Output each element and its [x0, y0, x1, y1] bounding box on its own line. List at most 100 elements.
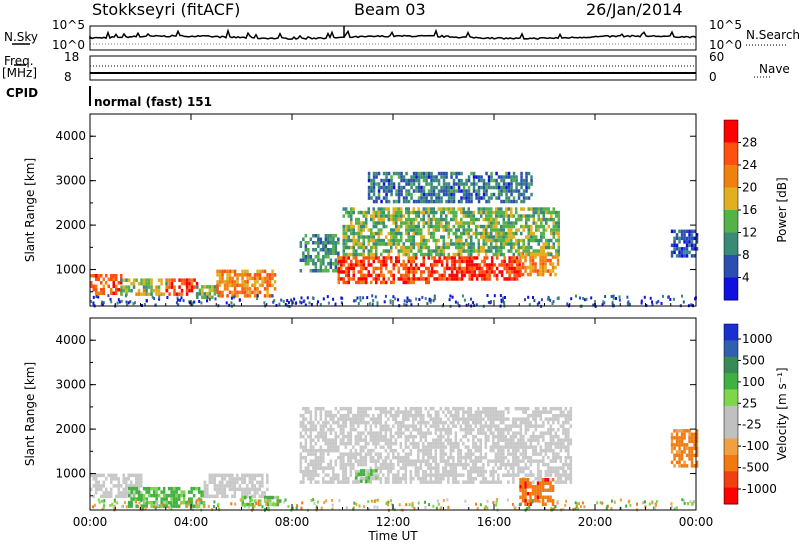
power-speckle	[117, 298, 120, 302]
power-cell	[515, 189, 518, 193]
velocity-cell	[258, 473, 262, 478]
power-cell	[352, 263, 355, 267]
velocity-cell	[374, 406, 378, 411]
velocity-cell	[379, 413, 383, 418]
power-cell	[347, 235, 350, 239]
power-cell	[304, 255, 308, 259]
velocity-cell	[140, 473, 143, 478]
power-speckle	[465, 303, 468, 307]
power-cell	[170, 278, 174, 282]
velocity-cell	[238, 477, 242, 481]
power-cell	[508, 266, 511, 271]
velocity-cell	[541, 485, 545, 489]
velocity-cell	[125, 494, 128, 499]
velocity-cell	[251, 480, 254, 485]
power-cell	[410, 235, 413, 239]
power-cell	[532, 207, 535, 211]
velocity-cell	[200, 490, 203, 494]
velocity-cell	[497, 427, 500, 432]
power-cell	[385, 192, 388, 197]
velocity-cell	[241, 491, 244, 495]
velocity-cell	[397, 476, 400, 481]
velocity-cell	[557, 441, 560, 446]
velocity-cell	[492, 480, 495, 484]
velocity-cell	[337, 445, 340, 449]
velocity-cell	[404, 452, 408, 456]
power-cell	[475, 273, 479, 278]
velocity-cell	[175, 490, 178, 494]
power-cell	[465, 249, 468, 253]
power-cell	[485, 224, 488, 229]
power-cell	[520, 207, 523, 211]
power-cell	[324, 234, 328, 238]
power-cell	[380, 210, 383, 215]
velocity-cell	[127, 493, 131, 498]
power-cell	[530, 175, 533, 179]
power-cell	[490, 245, 493, 250]
power-cell	[420, 263, 423, 267]
power-cell	[337, 259, 340, 264]
velocity-cell	[407, 455, 410, 460]
power-cell	[221, 273, 224, 277]
velocity-cell	[327, 420, 330, 425]
power-cell	[452, 171, 456, 176]
power-cell	[457, 235, 460, 239]
power-cell	[345, 235, 348, 239]
power-cell	[422, 256, 425, 260]
power-cell	[218, 294, 222, 298]
power-speckle	[300, 301, 303, 305]
velocity-speckle	[200, 498, 203, 502]
power-cell	[497, 252, 500, 257]
velocity-cell	[384, 410, 388, 414]
power-cell	[329, 248, 333, 252]
power-cell	[450, 185, 453, 190]
velocity-cell	[437, 462, 440, 467]
velocity-cell	[551, 502, 555, 506]
power-cell	[485, 238, 488, 243]
power-cell	[352, 235, 355, 239]
power-cell	[497, 231, 500, 236]
power-cell	[110, 277, 113, 281]
velocity-cell	[567, 427, 570, 432]
power-cell	[370, 245, 373, 250]
velocity-cell	[454, 424, 458, 428]
power-cell	[347, 210, 350, 215]
power-speckle	[191, 301, 194, 305]
velocity-y-tick-label: 1000	[55, 467, 86, 481]
power-cell	[465, 192, 468, 197]
power-cell	[345, 273, 348, 278]
power-cell	[445, 217, 448, 222]
power-cell	[495, 196, 498, 200]
velocity-cell	[404, 406, 408, 411]
power-cell	[246, 283, 249, 288]
power-cell	[102, 291, 105, 295]
velocity-cell	[213, 487, 217, 492]
power-cell	[248, 273, 252, 277]
power-cell	[508, 256, 511, 260]
power-cell	[507, 221, 510, 225]
power-cell	[422, 189, 426, 193]
power-cell	[362, 221, 365, 225]
power-cell	[527, 249, 530, 253]
velocity-speckle	[113, 504, 116, 508]
power-speckle	[299, 300, 301, 304]
velocity-cell	[542, 420, 545, 425]
power-cell	[485, 207, 488, 211]
power-cell	[540, 245, 543, 250]
velocity-cell	[484, 424, 488, 428]
power-cell	[475, 224, 478, 229]
power-cell	[299, 258, 303, 262]
power-cell	[688, 236, 691, 241]
velocity-speckle	[292, 506, 294, 510]
power-colorbar-tick-label: 4	[742, 271, 750, 285]
velocity-cell	[342, 424, 345, 428]
power-cell	[490, 192, 493, 197]
power-cell	[445, 182, 448, 186]
velocity-cell	[472, 476, 475, 481]
power-cell	[512, 245, 515, 250]
power-cell	[537, 249, 540, 253]
power-cell	[405, 221, 408, 225]
power-speckle	[90, 300, 92, 303]
power-cell	[380, 266, 383, 271]
power-cell	[377, 266, 380, 271]
